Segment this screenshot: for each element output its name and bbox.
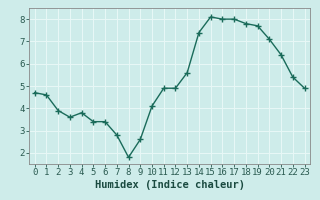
X-axis label: Humidex (Indice chaleur): Humidex (Indice chaleur) xyxy=(95,180,244,190)
